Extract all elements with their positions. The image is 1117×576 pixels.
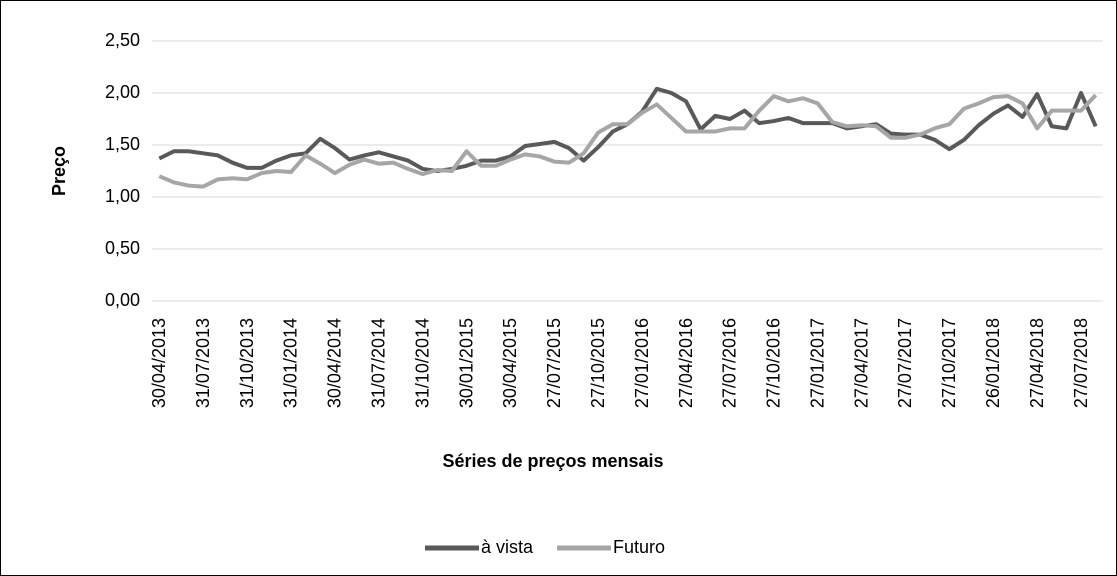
x-tick-label: 31/07/2013 — [193, 318, 213, 408]
x-axis-title: Séries de preços mensais — [442, 451, 663, 471]
x-tick-label: 30/04/2014 — [325, 318, 345, 408]
x-tick-label: 27/04/2017 — [851, 318, 871, 408]
y-tick-label: 0,50 — [105, 238, 140, 258]
y-axis-title: Preço — [49, 146, 69, 196]
x-tick-label: 27/04/2016 — [676, 318, 696, 408]
x-tick-label: 31/01/2014 — [281, 318, 301, 408]
y-tick-label: 1,50 — [105, 134, 140, 154]
x-tick-label: 31/07/2014 — [369, 318, 389, 408]
legend-label: à vista — [481, 537, 534, 557]
x-tick-label: 26/01/2018 — [983, 318, 1003, 408]
y-tick-label: 2,50 — [105, 30, 140, 50]
x-tick-label: 30/04/2015 — [500, 318, 520, 408]
x-tick-label: 30/01/2015 — [456, 318, 476, 408]
x-tick-label: 27/07/2015 — [544, 318, 564, 408]
x-tick-label: 27/01/2017 — [807, 318, 827, 408]
x-tick-label: 27/10/2017 — [939, 318, 959, 408]
x-tick-label: 31/10/2014 — [412, 318, 432, 408]
x-tick-label: 27/10/2016 — [764, 318, 784, 408]
x-tick-label: 27/01/2016 — [632, 318, 652, 408]
x-tick-label: 27/04/2018 — [1027, 318, 1047, 408]
y-tick-label: 1,00 — [105, 186, 140, 206]
y-tick-label: 2,00 — [105, 82, 140, 102]
series-line — [158, 93, 1098, 189]
x-tick-label: 30/04/2013 — [149, 318, 169, 408]
x-tick-label: 31/10/2013 — [237, 318, 257, 408]
x-tick-label: 27/10/2015 — [588, 318, 608, 408]
y-tick-label: 0,00 — [105, 290, 140, 310]
x-tick-label: 27/07/2017 — [895, 318, 915, 408]
x-tick-label: 27/07/2016 — [720, 318, 740, 408]
x-tick-label: 27/07/2018 — [1071, 318, 1091, 408]
legend-label: Futuro — [613, 537, 665, 557]
